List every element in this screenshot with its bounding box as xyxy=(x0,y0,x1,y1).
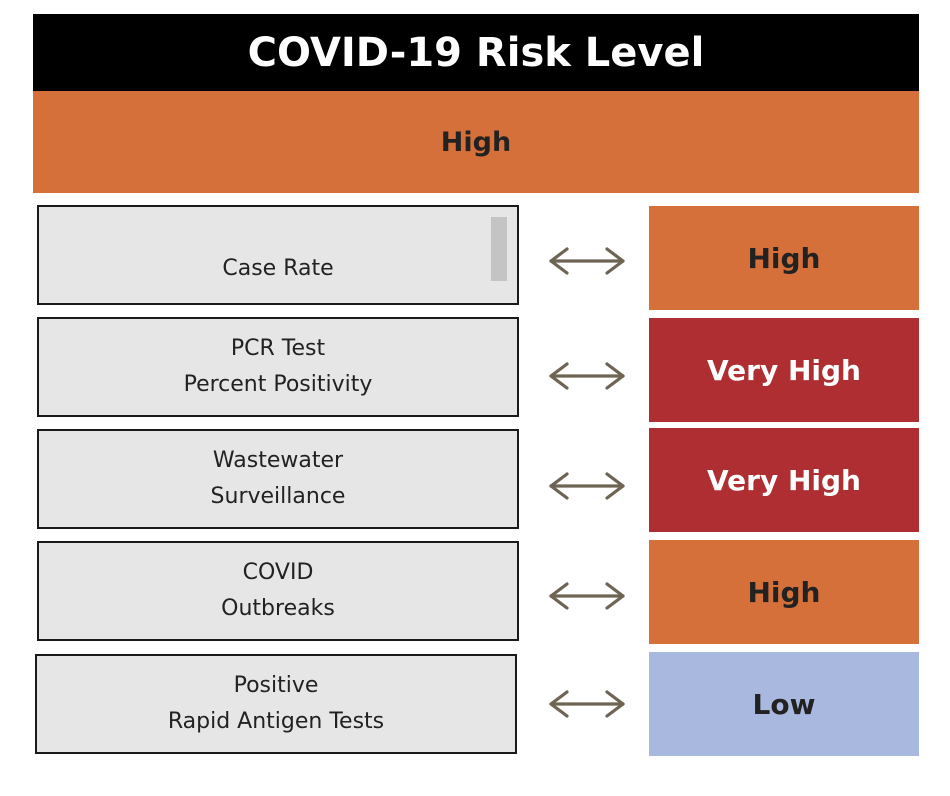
metric-label-line: COVID xyxy=(242,560,314,585)
metric-box-rapid-antigen: Positive Rapid Antigen Tests xyxy=(35,654,517,754)
metric-box-pcr-test: PCR Test Percent Positivity xyxy=(37,317,519,417)
metric-row-pcr-test: PCR Test Percent Positivity Very High xyxy=(0,316,950,422)
metric-label-line: Percent Positivity xyxy=(183,372,373,397)
double-headed-arrow-icon xyxy=(549,362,625,390)
risk-level-outbreaks: High xyxy=(649,540,919,644)
metric-row-case-rate: Case Rate High xyxy=(0,204,950,310)
metric-box-wastewater: Wastewater Surveillance xyxy=(37,429,519,529)
metric-label-line: PCR Test xyxy=(230,336,326,361)
double-headed-arrow-icon xyxy=(549,582,625,610)
risk-level-wastewater: Very High xyxy=(649,428,919,532)
metric-label-line: Wastewater xyxy=(212,448,344,473)
risk-level-pcr-test: Very High xyxy=(649,318,919,422)
metric-row-rapid-antigen: Positive Rapid Antigen Tests Low xyxy=(0,652,950,756)
metric-label-line: Surveillance xyxy=(210,484,346,509)
page-title: COVID-19 Risk Level xyxy=(33,14,919,91)
metric-box-outbreaks: COVID Outbreaks xyxy=(37,541,519,641)
metric-label-line: Case Rate xyxy=(222,256,334,281)
double-headed-arrow-icon xyxy=(549,247,625,275)
double-headed-arrow-icon xyxy=(549,472,625,500)
double-headed-arrow-icon xyxy=(549,690,625,718)
metric-box-case-rate: Case Rate xyxy=(37,205,519,305)
risk-level-case-rate: High xyxy=(649,206,919,310)
metric-row-wastewater: Wastewater Surveillance Very High xyxy=(0,428,950,532)
metric-label-line: Positive xyxy=(233,673,319,698)
metric-label-line: Outbreaks xyxy=(221,596,335,621)
metric-row-outbreaks: COVID Outbreaks High xyxy=(0,540,950,644)
overall-risk-level: High xyxy=(33,91,919,193)
metric-label-line: Rapid Antigen Tests xyxy=(167,709,385,734)
scrollbar-thumb[interactable] xyxy=(491,217,507,281)
risk-level-rapid-antigen: Low xyxy=(649,652,919,756)
